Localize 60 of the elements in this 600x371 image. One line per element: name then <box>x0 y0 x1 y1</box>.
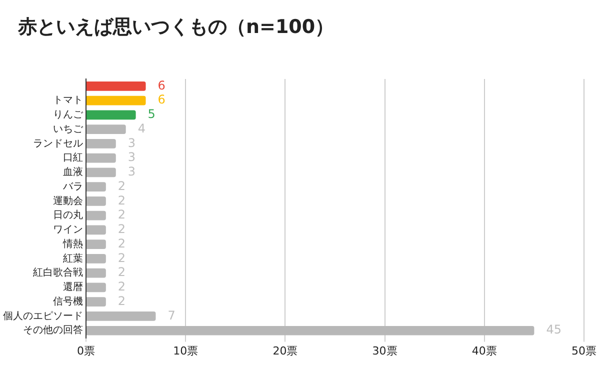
bar <box>86 268 106 278</box>
x-tick-label: 40票 <box>472 344 497 358</box>
data-label: 2 <box>118 294 126 308</box>
y-tick-label: トマト <box>53 95 83 106</box>
data-label: 2 <box>118 236 126 250</box>
y-tick-label: 日の丸 <box>53 209 83 222</box>
bar <box>86 82 146 91</box>
y-tick-label: 情熱 <box>62 238 83 250</box>
bar <box>86 297 106 307</box>
y-tick-label: バラ <box>62 181 83 192</box>
bar <box>86 312 156 321</box>
data-label: 7 <box>168 308 176 322</box>
bar <box>86 225 106 235</box>
y-tick-label: ワイン <box>53 224 83 236</box>
y-tick-label: いちご <box>53 124 84 135</box>
y-tick-label: 信号機 <box>53 295 83 308</box>
y-tick-label: 血液 <box>63 166 83 178</box>
data-label: 3 <box>128 136 136 150</box>
x-tick-label: 50票 <box>572 344 596 358</box>
data-label: 2 <box>118 222 126 236</box>
data-label: 2 <box>118 208 126 222</box>
x-tick-label: 20票 <box>272 344 298 358</box>
data-label: 3 <box>128 150 136 164</box>
data-label: 2 <box>118 250 126 265</box>
y-tick-label: その他の回答 <box>23 324 83 336</box>
bar <box>86 124 126 134</box>
bar <box>86 210 106 220</box>
bar <box>86 282 106 292</box>
data-label: 2 <box>118 280 126 294</box>
chart-title: 赤といえば思いつくもの（n=100） <box>18 15 334 40</box>
bar <box>86 168 116 178</box>
bar <box>86 139 116 148</box>
bar <box>86 326 534 336</box>
data-label: 2 <box>118 193 126 208</box>
y-tick-label: 口紅 <box>63 152 83 164</box>
data-label: 6 <box>158 78 166 92</box>
bar <box>86 96 146 106</box>
bar <box>86 196 106 206</box>
data-label: 6 <box>158 92 166 107</box>
bar <box>86 153 116 163</box>
bar <box>86 240 106 250</box>
bar <box>86 110 136 120</box>
y-tick-label: 還暦 <box>63 281 83 294</box>
data-label: 4 <box>138 121 146 136</box>
y-tick-label: ランドセル <box>33 138 83 150</box>
data-label: 3 <box>128 164 136 179</box>
data-label: 5 <box>148 107 156 122</box>
y-tick-label: 個人のエピソード <box>3 310 83 322</box>
y-tick-label: 運動会 <box>53 194 83 207</box>
x-tick-label: 10票 <box>173 344 198 358</box>
y-tick-label: 紅葉 <box>63 252 83 264</box>
y-tick-label: 紅白歌合戦 <box>33 266 83 279</box>
y-tick-label: りんご <box>53 110 84 121</box>
bar <box>86 182 106 192</box>
x-tick-label: 30票 <box>372 344 398 358</box>
data-label: 2 <box>118 265 126 280</box>
x-tick-label: 0票 <box>77 344 95 358</box>
data-label: 45 <box>546 322 562 337</box>
data-label: 2 <box>118 178 126 193</box>
bar <box>86 254 106 264</box>
